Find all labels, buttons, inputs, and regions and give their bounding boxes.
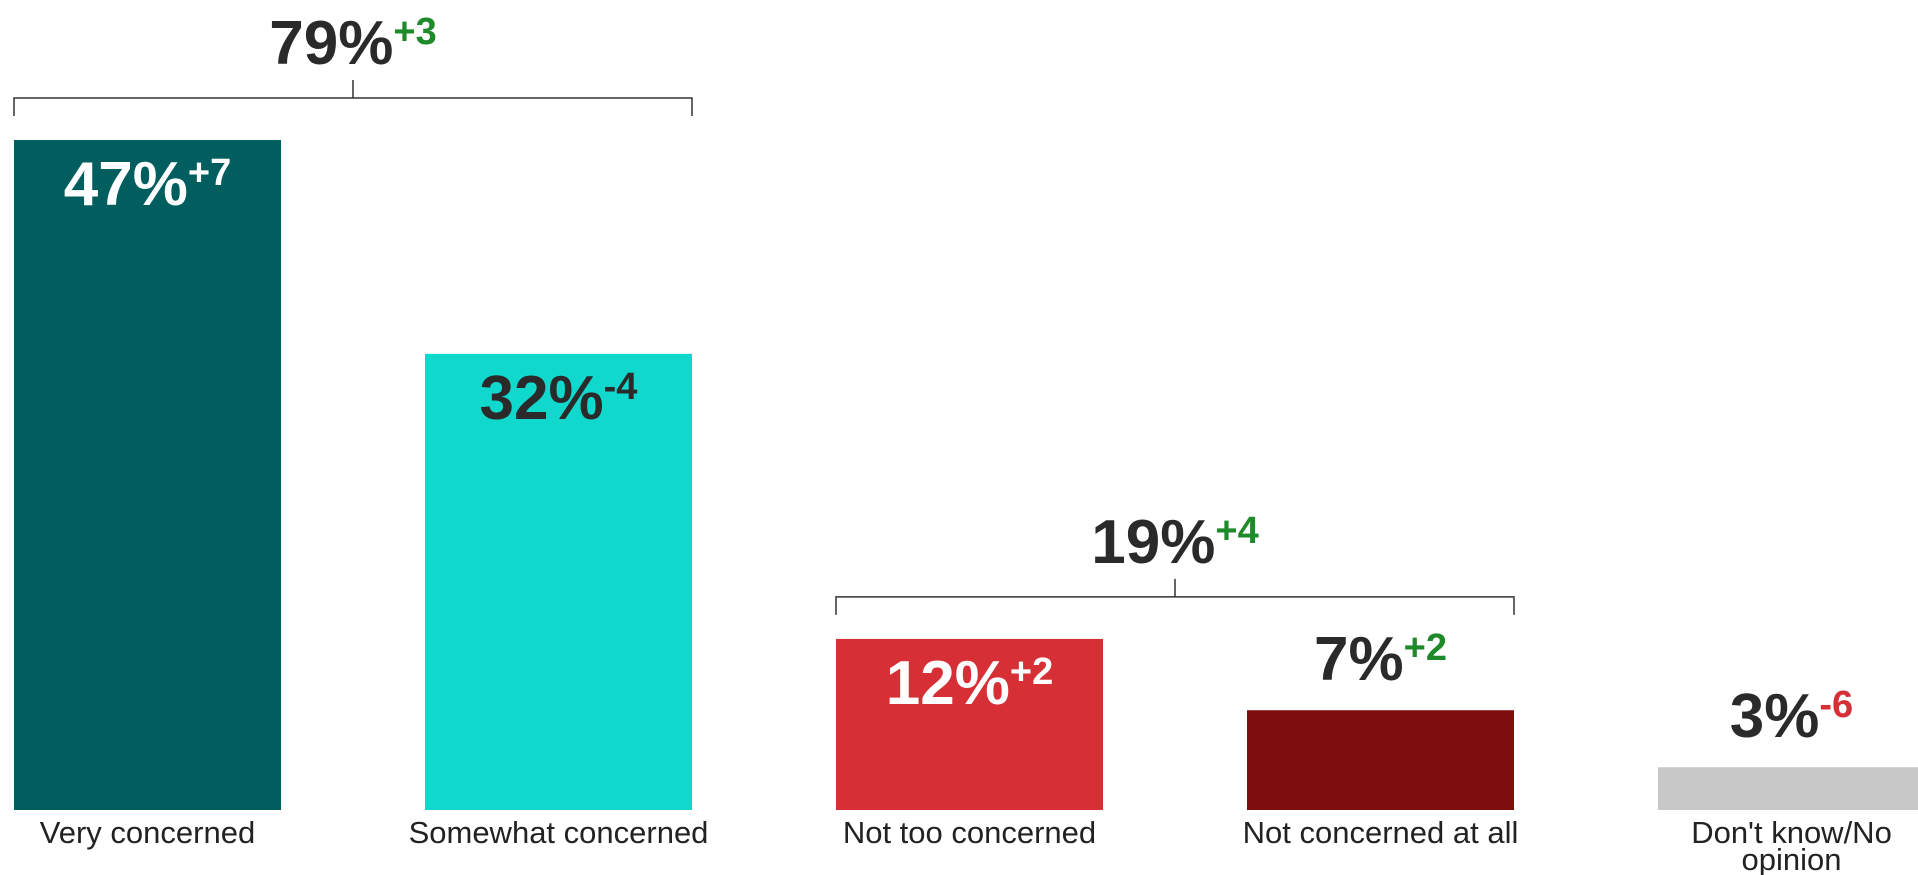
- value-label-4: 3%-6: [1730, 682, 1853, 751]
- category-label-1: Somewhat concerned: [409, 815, 709, 850]
- bar-2: [836, 638, 1103, 810]
- category-label-3: Not concerned at all: [1243, 815, 1519, 850]
- group-label-0: 79%+3: [269, 9, 436, 78]
- group-bracket-0: [13, 80, 693, 116]
- value-label-3: 7%+2: [1314, 625, 1447, 694]
- category-label-4: Don't know/No opinion: [1691, 815, 1892, 875]
- bar-0: [14, 140, 281, 810]
- category-label-2: Not too concerned: [843, 815, 1096, 850]
- value-label-0: 47%+7: [64, 150, 231, 219]
- bar-3: [1247, 710, 1514, 810]
- group-bracket-1: [835, 578, 1515, 615]
- category-label-0: Very concerned: [40, 815, 255, 850]
- value-label-2: 12%+2: [886, 649, 1053, 718]
- value-label-1: 32%-4: [480, 364, 638, 433]
- bar-1: [425, 353, 692, 810]
- bar-4: [1658, 767, 1918, 810]
- group-label-1: 19%+4: [1091, 508, 1258, 577]
